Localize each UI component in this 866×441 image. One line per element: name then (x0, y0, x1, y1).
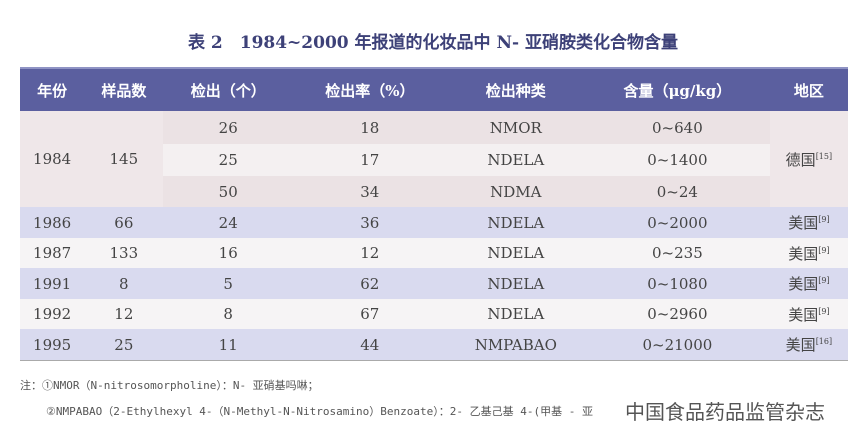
cell-samples: 25 (84, 329, 164, 361)
cell-kind: NDMA (446, 176, 585, 207)
region-text: 美国 (788, 305, 819, 324)
header-row: 年份 样品数 检出（个） 检出率（%） 检出种类 含量（μg/kg） 地区 (20, 67, 848, 111)
cell-rate: 17 (293, 144, 447, 176)
table-row: 50 34 NDMA 0~24 (20, 176, 848, 207)
cell-count: 24 (163, 207, 294, 238)
cell-rate: 34 (293, 176, 447, 207)
cell-year: 1995 (20, 329, 85, 361)
table-row: 1986 66 24 36 NDELA 0~2000 美国[9] (20, 207, 848, 238)
table-row: 1992 12 8 67 NDELA 0~2960 美国[9] (20, 299, 848, 329)
cell-region: 美国[9] (769, 238, 848, 268)
cell-rate: 67 (293, 299, 447, 329)
cell-content: 0~235 (584, 238, 770, 268)
reference: [16] (815, 337, 833, 346)
header-kind: 检出种类 (446, 67, 585, 111)
cell-region: 美国[16] (769, 329, 848, 361)
header-samples: 样品数 (84, 67, 164, 111)
cell-content: 0~1400 (584, 144, 770, 176)
cell-kind: NDELA (446, 299, 585, 329)
cell-rate: 12 (293, 238, 447, 268)
cell-count: 8 (163, 299, 294, 329)
header-region: 地区 (769, 67, 848, 111)
note-2: ②NMPABAO（2-Ethylhexyl 4-（N-Methyl-N-Nitr… (46, 405, 593, 418)
cell-kind: NMOR (446, 111, 585, 144)
cell-samples: 145 (84, 111, 164, 207)
region-text: 美国 (788, 244, 819, 263)
cell-samples: 133 (84, 238, 164, 268)
cell-kind: NDELA (446, 144, 585, 176)
cell-year: 1992 (20, 299, 85, 329)
data-table: 年份 样品数 检出（个） 检出率（%） 检出种类 含量（μg/kg） 地区 19… (20, 67, 848, 361)
cell-content: 0~640 (584, 111, 770, 144)
reference: [9] (818, 306, 830, 316)
cell-count: 11 (163, 329, 294, 361)
watermark: 中国食品药品监管杂志 (625, 400, 825, 424)
region-text: 美国 (788, 275, 819, 293)
cell-count: 26 (163, 111, 294, 144)
table-row: 25 17 NDELA 0~1400 (20, 144, 848, 176)
reference: [9] (818, 215, 830, 224)
cell-content: 0~21000 (584, 329, 770, 361)
cell-rate: 36 (293, 207, 447, 238)
cell-kind: NDELA (446, 268, 585, 299)
cell-content: 0~2000 (584, 207, 770, 238)
cell-content: 0~1080 (584, 268, 770, 299)
header-rate: 检出率（%） (293, 67, 447, 111)
cell-region: 美国[9] (769, 268, 848, 299)
table-row: 1987 133 16 12 NDELA 0~235 美国[9] (20, 238, 848, 268)
cell-year: 1987 (20, 238, 85, 268)
reference: [9] (818, 276, 830, 285)
cell-count: 25 (163, 144, 294, 176)
cell-kind: NMPABAO (446, 329, 585, 361)
cell-year: 1984 (20, 111, 85, 207)
cell-region: 美国[9] (769, 299, 848, 329)
note-1: 注：①NMOR（N-nitrosomorpholine）：N- 亚硝基吗啉； (20, 379, 319, 392)
cell-count: 5 (163, 268, 294, 299)
table-title: 表 2 1984~2000 年报道的化妆品中 N- 亚硝胺类化合物含量 (188, 33, 678, 53)
cell-region: 德国[15] (769, 111, 848, 207)
cell-year: 1986 (20, 207, 85, 238)
cell-samples: 8 (84, 268, 164, 299)
table-row: 1991 8 5 62 NDELA 0~1080 美国[9] (20, 268, 848, 299)
cell-region: 美国[9] (769, 207, 848, 238)
cell-rate: 18 (293, 111, 447, 144)
cell-samples: 12 (84, 299, 164, 329)
cell-content: 0~2960 (584, 299, 770, 329)
reference: [15] (815, 151, 833, 161)
cell-count: 16 (163, 238, 294, 268)
reference: [9] (818, 245, 830, 255)
table-row: 1984 145 26 18 NMOR 0~640 德国[15] (20, 111, 848, 207)
cell-count: 50 (163, 176, 294, 207)
cell-samples: 66 (84, 207, 164, 238)
cell-rate: 62 (293, 268, 447, 299)
header-year: 年份 (20, 67, 85, 111)
cell-content: 0~24 (584, 176, 770, 207)
cell-year: 1991 (20, 268, 85, 299)
cell-kind: NDELA (446, 207, 585, 238)
cell-kind: NDELA (446, 238, 585, 268)
header-count: 检出（个） (163, 67, 294, 111)
region-text: 美国 (785, 336, 816, 354)
table-row: 1995 25 11 44 NMPABAO 0~21000 美国[16] (20, 329, 848, 361)
region-text: 德国 (785, 150, 816, 169)
cell-rate: 44 (293, 329, 447, 361)
region-text: 美国 (788, 214, 819, 232)
header-content: 含量（μg/kg） (584, 67, 770, 111)
